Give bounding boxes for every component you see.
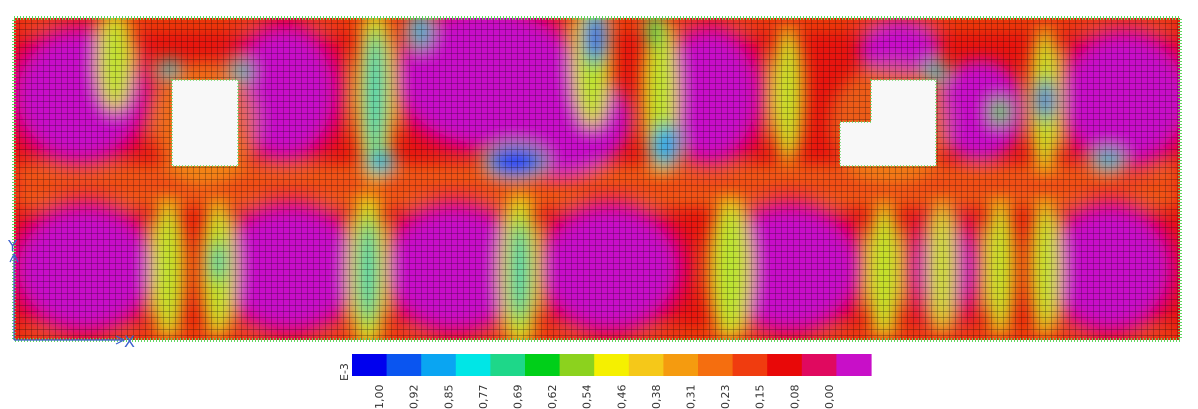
color-swatch — [767, 354, 803, 376]
color-swatch — [732, 354, 768, 376]
color-scale-tick-label: 0,92 — [408, 385, 421, 409]
y-axis-arrow-icon — [9, 252, 19, 263]
color-swatch — [801, 354, 837, 376]
color-scale-tick-label: 0,69 — [512, 385, 525, 409]
color-scale-tick-label: 0,62 — [546, 385, 559, 409]
color-scale-tick-label: 0,46 — [615, 385, 628, 409]
color-scale-tick-label: 0,00 — [823, 385, 836, 409]
color-scale-tick-label: 0,54 — [581, 385, 594, 409]
color-scale-tick-label: 0,31 — [685, 385, 698, 409]
color-scale-tick-label: 0,38 — [650, 385, 663, 409]
opening-left — [171, 79, 239, 167]
x-axis-arrow-icon — [115, 335, 126, 345]
color-swatch — [490, 354, 526, 376]
color-swatch — [352, 354, 388, 376]
color-scale-tick-label: 1,00 — [373, 385, 386, 409]
x-axis-label: X — [124, 332, 135, 351]
color-scale-tick-label: 0,85 — [442, 385, 455, 409]
color-swatch — [628, 354, 664, 376]
color-swatch — [421, 354, 457, 376]
color-scale-tick-label: 0,15 — [754, 385, 767, 409]
color-scale-tick-label: 0,08 — [788, 385, 801, 409]
color-swatch — [594, 354, 630, 376]
color-scale-tick-label: 0,77 — [477, 385, 490, 409]
color-swatch — [559, 354, 595, 376]
color-scale-ticks: 1,00 0,92 0,85 0,77 0,69 0,62 0,54 0,46 0,38 0,31… — [373, 385, 836, 409]
color-swatch — [525, 354, 561, 376]
mesh-border — [12, 16, 1182, 342]
color-swatch — [386, 354, 422, 376]
color-scale-tick-label: 0,23 — [719, 385, 732, 409]
color-swatch — [836, 354, 872, 376]
color-swatch — [663, 354, 699, 376]
mesh-grid — [14, 18, 1180, 340]
opening-right — [839, 79, 937, 167]
color-scale-swatches — [352, 354, 872, 376]
legend-exponent: E-3 — [338, 363, 351, 381]
color-swatch — [698, 354, 734, 376]
axis-triad: X Y — [7, 237, 135, 351]
y-axis-label: Y — [7, 237, 18, 255]
color-swatch — [455, 354, 491, 376]
